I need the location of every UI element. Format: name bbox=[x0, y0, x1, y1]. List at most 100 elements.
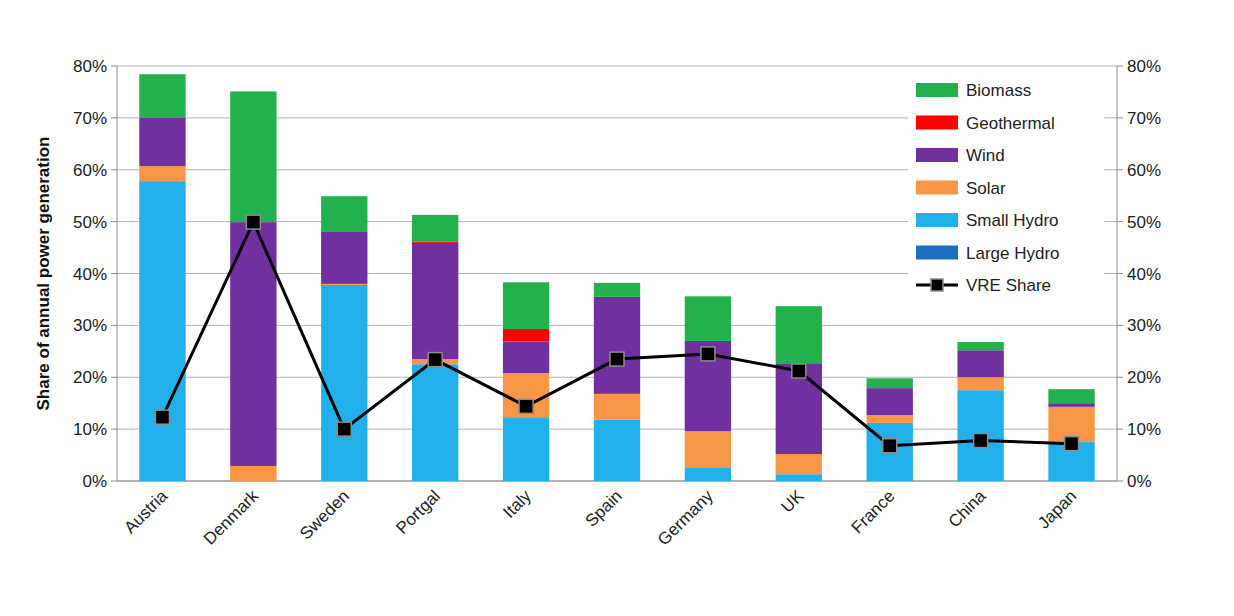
legend-label: Wind bbox=[966, 146, 1005, 165]
y2-tick-label: 0% bbox=[1127, 472, 1152, 491]
line bbox=[162, 222, 1071, 446]
y2-axis-line bbox=[1117, 66, 1118, 481]
bar bbox=[776, 454, 822, 474]
bar bbox=[867, 388, 913, 415]
legend-swatch bbox=[916, 246, 958, 260]
y-tick-label: 30% bbox=[73, 316, 107, 335]
bar bbox=[139, 74, 185, 117]
y2-tick bbox=[1117, 377, 1123, 378]
y-tick-label: 70% bbox=[73, 109, 107, 128]
bar bbox=[321, 285, 367, 481]
bar bbox=[503, 373, 549, 417]
grid bbox=[117, 66, 1117, 481]
bar bbox=[230, 91, 276, 222]
bar bbox=[957, 350, 1003, 377]
bar bbox=[594, 420, 640, 481]
legend-box bbox=[908, 76, 1104, 312]
bar bbox=[776, 306, 822, 363]
y2-tick bbox=[1117, 169, 1123, 170]
legend-label: Geothermal bbox=[966, 114, 1055, 133]
bar bbox=[503, 417, 549, 481]
x-tick-label: Italy bbox=[499, 486, 535, 522]
y-tick bbox=[111, 429, 117, 430]
x-tick-label: Germany bbox=[654, 486, 717, 549]
y2-tick-label: 20% bbox=[1127, 368, 1161, 387]
bar bbox=[412, 242, 458, 243]
legend-swatch bbox=[916, 116, 958, 130]
bar bbox=[1048, 389, 1094, 403]
y2-tick bbox=[1117, 429, 1123, 430]
legend-label: VRE Share bbox=[966, 276, 1051, 295]
legend-label: Small Hydro bbox=[966, 211, 1059, 230]
bar bbox=[321, 284, 367, 285]
bar bbox=[503, 282, 549, 329]
bar bbox=[957, 342, 1003, 350]
legend-swatch bbox=[916, 181, 958, 195]
y-tick bbox=[111, 66, 117, 67]
bar bbox=[412, 243, 458, 359]
y-tick bbox=[111, 273, 117, 274]
x-tick-label: Denmark bbox=[200, 486, 263, 549]
legend-label: Biomass bbox=[966, 81, 1031, 100]
y2-tick bbox=[1117, 273, 1123, 274]
bar bbox=[321, 232, 367, 284]
y-tick-label: 20% bbox=[73, 368, 107, 387]
bar bbox=[412, 215, 458, 242]
bar bbox=[594, 394, 640, 420]
y-tick bbox=[111, 117, 117, 118]
y2-tick-label: 60% bbox=[1127, 161, 1161, 180]
x-tick-label: France bbox=[848, 486, 899, 537]
y-tick bbox=[111, 377, 117, 378]
y2-tick-label: 40% bbox=[1127, 265, 1161, 284]
bar bbox=[867, 415, 913, 423]
bar bbox=[685, 468, 731, 481]
y-tick-label: 0% bbox=[82, 472, 107, 491]
marker bbox=[337, 422, 351, 436]
x-tick-label: Portgal bbox=[392, 486, 444, 538]
chart: 0%10%20%30%40%50%60%70%80%0%10%20%30%40%… bbox=[0, 0, 1234, 616]
bar bbox=[685, 431, 731, 468]
y-tick bbox=[111, 221, 117, 222]
legend-label: Solar bbox=[966, 179, 1006, 198]
x-tick-label: China bbox=[945, 486, 990, 531]
marker bbox=[1065, 437, 1079, 451]
y2-tick bbox=[1117, 66, 1123, 67]
marker bbox=[246, 215, 260, 229]
y-tick-label: 50% bbox=[73, 213, 107, 232]
y2-tick-label: 50% bbox=[1127, 213, 1161, 232]
grid-line bbox=[117, 66, 1117, 67]
y-axis-line bbox=[117, 66, 118, 481]
bar bbox=[230, 466, 276, 481]
x-tick-label: UK bbox=[778, 486, 809, 517]
bar bbox=[685, 296, 731, 341]
legend-label: Large Hydro bbox=[966, 244, 1060, 263]
bar bbox=[412, 364, 458, 481]
y2-tick bbox=[1117, 325, 1123, 326]
y2-tick-label: 30% bbox=[1127, 316, 1161, 335]
bar bbox=[1048, 403, 1094, 407]
bar bbox=[957, 377, 1003, 390]
y-tick bbox=[111, 325, 117, 326]
bar bbox=[594, 283, 640, 297]
bar bbox=[503, 341, 549, 373]
x-tick-label: Spain bbox=[582, 486, 626, 530]
y2-tick-label: 10% bbox=[1127, 420, 1161, 439]
x-tick-label: Japan bbox=[1034, 486, 1080, 532]
y2-tick bbox=[1117, 221, 1123, 222]
bar bbox=[139, 166, 185, 181]
legend-swatch bbox=[916, 148, 958, 162]
y-tick-label: 40% bbox=[73, 265, 107, 284]
y-axis-title: Share of annual power generation bbox=[34, 137, 53, 411]
y-tick bbox=[111, 169, 117, 170]
marker bbox=[519, 399, 533, 413]
legend: Biomass Geothermal Wind Solar Small Hydro Lar… bbox=[908, 76, 1104, 312]
bar bbox=[594, 297, 640, 394]
marker bbox=[610, 352, 624, 366]
legend-marker bbox=[931, 279, 943, 291]
bar bbox=[776, 474, 822, 481]
y2-tick bbox=[1117, 117, 1123, 118]
x-tick-label: Sweden bbox=[296, 486, 353, 543]
marker bbox=[974, 434, 988, 448]
bar bbox=[957, 390, 1003, 481]
bar bbox=[321, 196, 367, 232]
